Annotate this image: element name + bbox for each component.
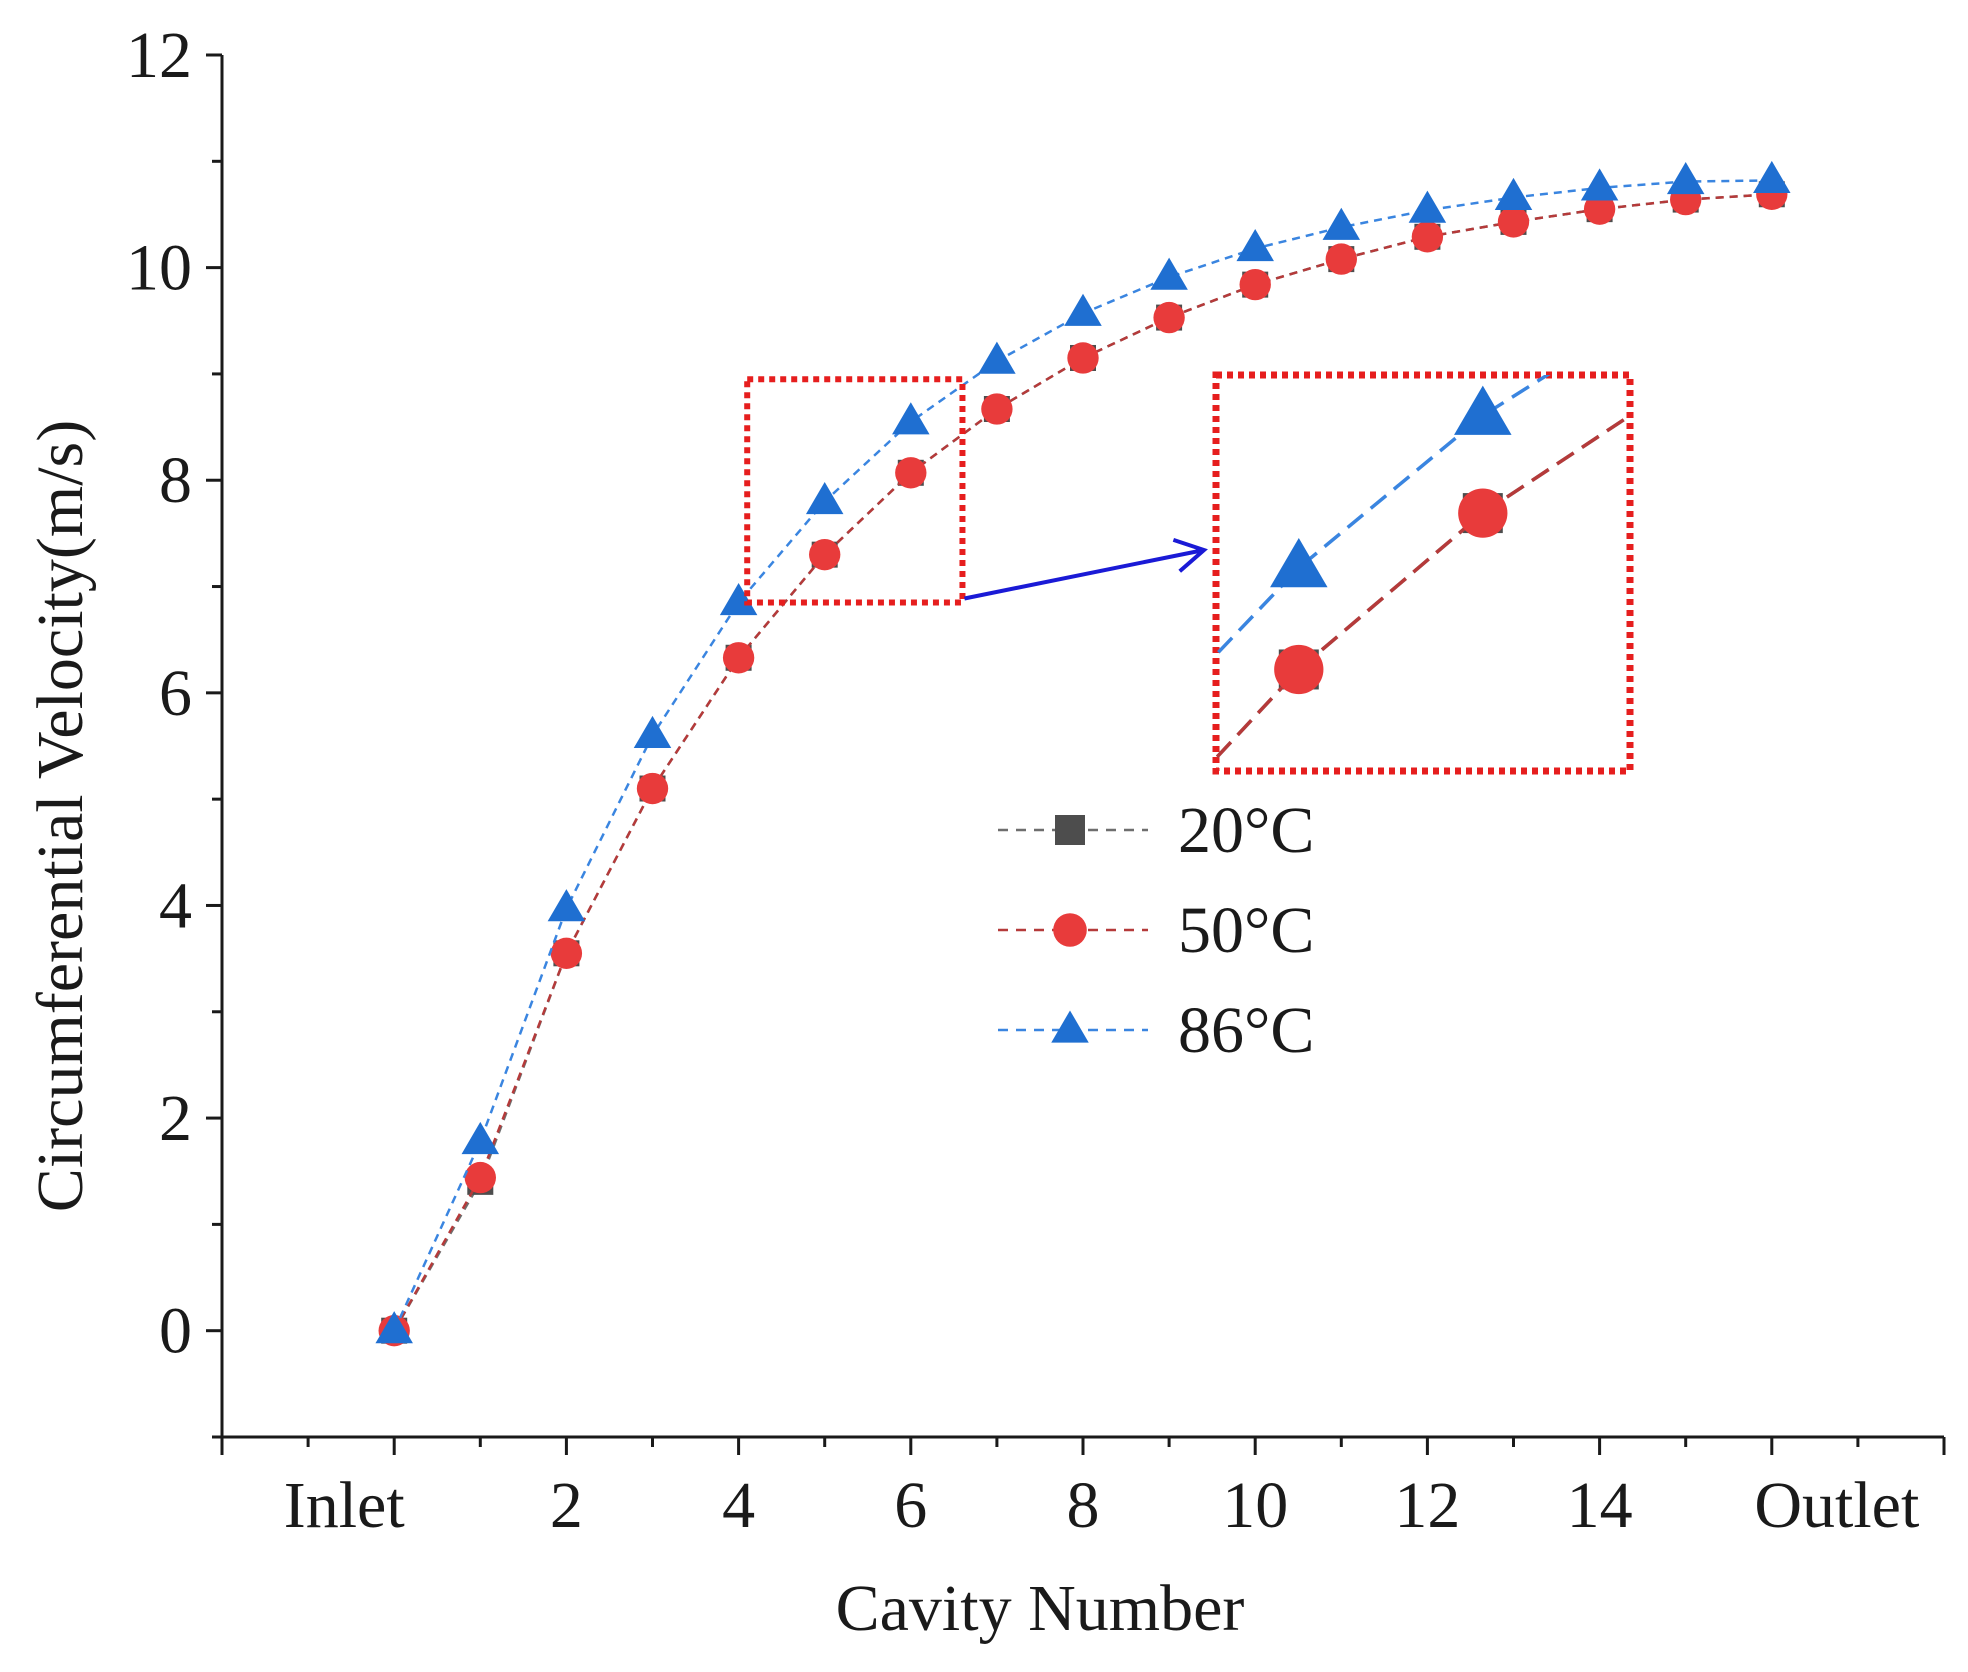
legend-label: 86°C xyxy=(1178,994,1314,1067)
legend-label: 20°C xyxy=(1178,794,1314,867)
y-tick-label: 10 xyxy=(126,232,192,305)
legend-item: 86°C xyxy=(998,994,1314,1067)
data-point xyxy=(1408,190,1447,223)
inset-data-point xyxy=(1270,537,1328,588)
data-point xyxy=(1583,193,1616,225)
legend-marker-square xyxy=(1055,815,1085,845)
data-point xyxy=(722,642,755,674)
x-tick-label: 4 xyxy=(722,1469,755,1542)
zoom-layer xyxy=(744,371,1634,775)
legend: 20°C 50°C 86°C xyxy=(998,794,1314,1067)
inset-data-point xyxy=(1458,488,1508,538)
data-point xyxy=(1064,293,1102,326)
x-tick-label: 8 xyxy=(1067,1469,1100,1542)
inset-data-point xyxy=(1454,385,1512,435)
data-point xyxy=(1494,177,1533,211)
data-point xyxy=(1325,243,1357,275)
x-tick-label: 14 xyxy=(1567,1469,1633,1542)
data-point xyxy=(1236,228,1274,262)
legend-label: 50°C xyxy=(1178,894,1314,967)
y-tick-label: 2 xyxy=(159,1082,192,1155)
inset-data-point xyxy=(1274,644,1324,695)
inset-series-line xyxy=(1216,413,1630,761)
data-point xyxy=(719,582,758,616)
series-layer xyxy=(375,160,1791,1347)
y-tick-label: 6 xyxy=(159,657,192,730)
x-tick-label: 10 xyxy=(1222,1469,1288,1542)
inset-plot xyxy=(1216,375,1630,761)
legend-item: 50°C xyxy=(998,894,1314,967)
data-point xyxy=(1239,268,1271,301)
data-point xyxy=(892,402,930,435)
data-point xyxy=(1322,207,1361,240)
series-circle xyxy=(378,178,1788,1347)
x-tick-label: 6 xyxy=(894,1469,927,1542)
y-tick-label: 0 xyxy=(159,1295,192,1368)
data-point xyxy=(1666,161,1705,195)
zoom-arrow xyxy=(964,537,1208,601)
data-point xyxy=(636,772,669,805)
data-point xyxy=(550,937,583,969)
axes: 0 2 4 6 8 10 12 Inlet 2 4 6 8 10 12 14 Outlet xyxy=(126,19,1946,1542)
data-point xyxy=(375,1311,413,1344)
x-tick-label: Inlet xyxy=(284,1469,405,1542)
x-axis-title: Cavity Number xyxy=(836,1572,1245,1645)
data-point xyxy=(461,1121,500,1155)
data-point xyxy=(1067,342,1099,374)
x-tick-label: Outlet xyxy=(1754,1469,1919,1542)
y-tick-label: 12 xyxy=(126,19,192,92)
legend-item: 20°C xyxy=(998,794,1314,867)
zoom-region-box xyxy=(744,376,966,606)
data-point xyxy=(981,393,1013,425)
data-point xyxy=(895,457,927,489)
data-point xyxy=(1411,221,1444,253)
legend-marker-circle xyxy=(1053,913,1087,947)
data-point xyxy=(1497,206,1530,238)
data-point xyxy=(1580,168,1619,201)
data-point xyxy=(1153,301,1185,334)
data-point xyxy=(633,715,672,748)
y-tick-label: 8 xyxy=(159,444,192,517)
data-point xyxy=(978,341,1016,374)
data-point xyxy=(547,889,586,922)
data-point xyxy=(1753,160,1791,194)
data-point xyxy=(1150,257,1188,290)
inset-box xyxy=(1212,371,1634,775)
data-point xyxy=(464,1161,496,1194)
x-tick-label: 12 xyxy=(1394,1469,1460,1542)
x-tick-label: 2 xyxy=(550,1469,583,1542)
series-triangle xyxy=(375,160,1791,1344)
y-tick-label: 4 xyxy=(159,869,192,942)
data-point xyxy=(805,481,844,515)
y-axis-title: Circumferential Velocity(m/s) xyxy=(24,420,97,1212)
legend-marker-triangle xyxy=(1051,1010,1089,1043)
data-point xyxy=(809,538,841,571)
